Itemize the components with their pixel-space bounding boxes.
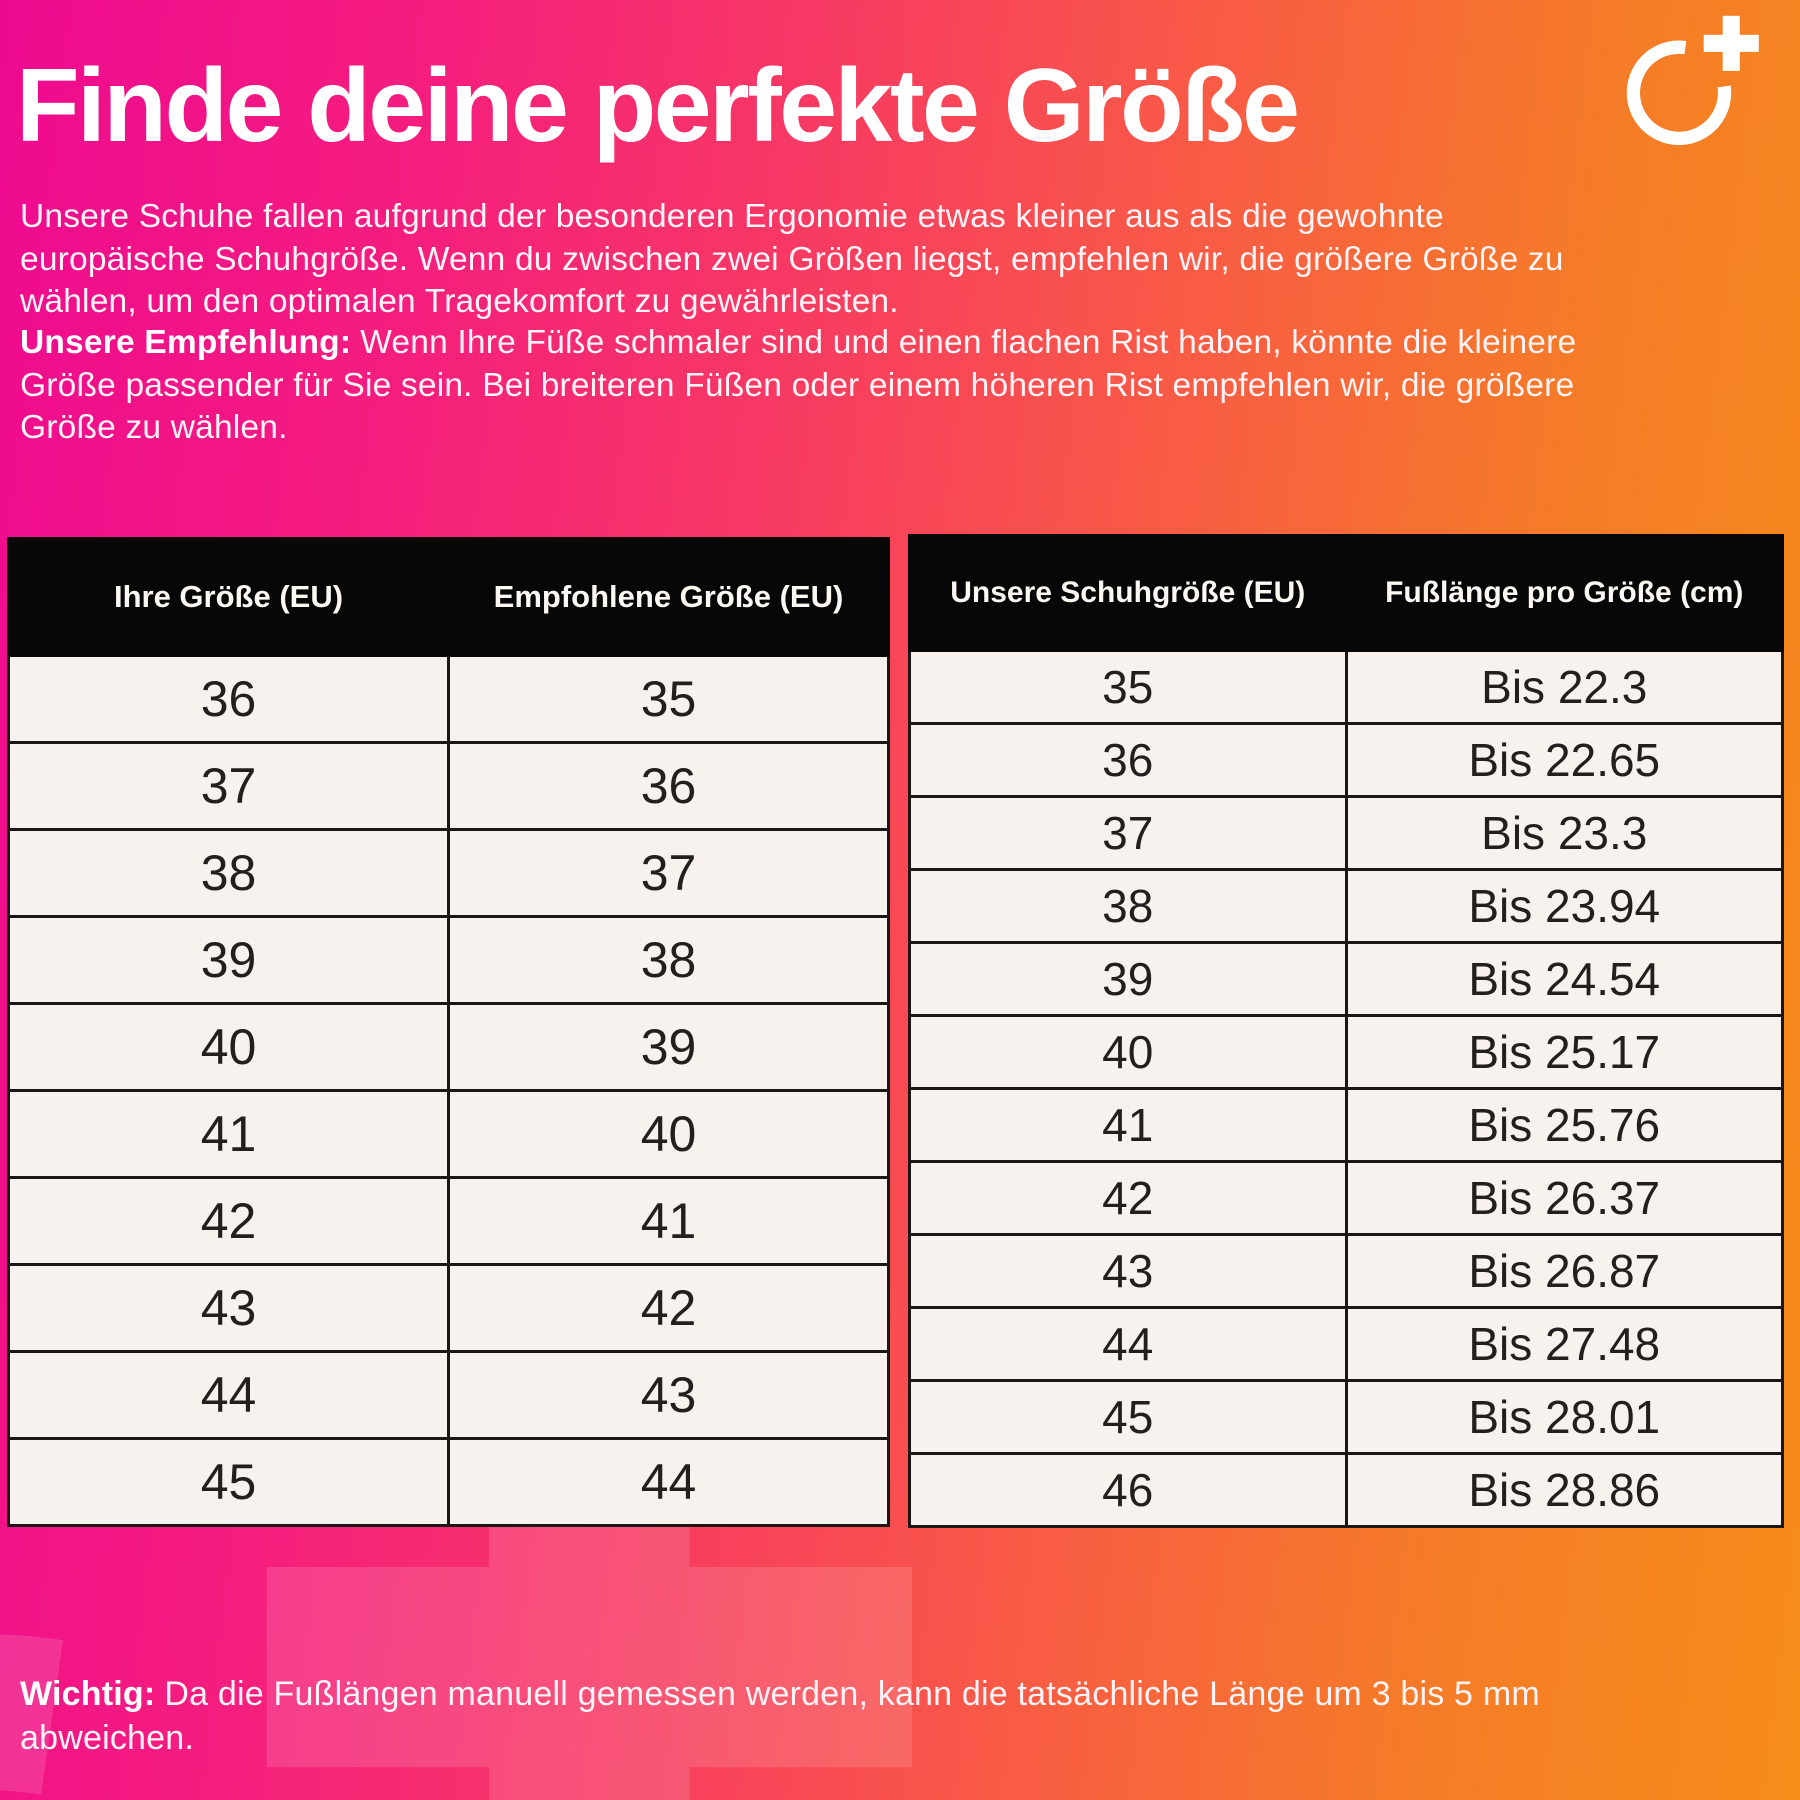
table-cell: 36 (908, 722, 1348, 798)
table-cell: 38 (447, 915, 890, 1005)
table-row: 40 Bis 25.17 (908, 1014, 1784, 1090)
table-cell: 40 (908, 1014, 1348, 1090)
table-row: 41 Bis 25.76 (908, 1087, 1784, 1163)
recommendation-text: Unsere Empfehlung: Wenn Ihre Füße schmale… (20, 322, 1582, 450)
table-cell: Bis 24.54 (1344, 941, 1784, 1017)
table-cell: 35 (908, 649, 1348, 725)
circle-plus-logo-icon (1626, 15, 1759, 146)
table-row: 37 36 (7, 741, 890, 831)
table-cell: Bis 25.76 (1344, 1087, 1784, 1163)
table-row: 42 Bis 26.37 (908, 1160, 1784, 1236)
recommendation-body: Wenn Ihre Füße schmaler sind und einen f… (20, 324, 1577, 447)
table-row: 38 37 (7, 828, 890, 918)
table-cell: 36 (7, 654, 450, 744)
table-cell: 39 (908, 941, 1348, 1017)
table-cell: Bis 28.01 (1344, 1379, 1784, 1455)
table-cell: 41 (447, 1176, 890, 1266)
table-cell: 41 (7, 1089, 450, 1179)
table-cell: 42 (447, 1263, 890, 1353)
column-header-shoe-size: Unsere Schuhgröße (EU) (908, 534, 1348, 652)
table-cell: Bis 25.17 (1344, 1014, 1784, 1090)
table-row: 41 40 (7, 1089, 890, 1179)
table-row: 46 Bis 28.86 (908, 1452, 1784, 1528)
table-row: 39 Bis 24.54 (908, 941, 1784, 1017)
table-cell: 45 (7, 1437, 450, 1527)
table-cell: Bis 23.94 (1344, 868, 1784, 944)
footnote-body: Da die Fußlängen manuell gemessen werden… (20, 1675, 1540, 1758)
table-cell: Bis 26.37 (1344, 1160, 1784, 1236)
table-row: 35 Bis 22.3 (908, 649, 1784, 725)
recommendation-label: Unsere Empfehlung: (20, 324, 352, 361)
table-cell: Bis 22.65 (1344, 722, 1784, 798)
table-row: 37 Bis 23.3 (908, 795, 1784, 871)
table-row: 45 Bis 28.01 (908, 1379, 1784, 1455)
table-row: 45 44 (7, 1437, 890, 1527)
table-cell: 40 (7, 1002, 450, 1092)
table-cell: 46 (908, 1452, 1348, 1528)
table-cell: 45 (908, 1379, 1348, 1455)
table-cell: 36 (447, 741, 890, 831)
table-cell: 37 (447, 828, 890, 918)
table-cell: Bis 28.86 (1344, 1452, 1784, 1528)
footnote-text: Wichtig: Da die Fußlängen manuell gemesse… (20, 1672, 1610, 1760)
table-header-row: Unsere Schuhgröße (EU) Fußlänge pro Größ… (908, 534, 1784, 652)
table-cell: 39 (7, 915, 450, 1005)
table-cell: 42 (7, 1176, 450, 1266)
table-row: 44 Bis 27.48 (908, 1306, 1784, 1382)
table-cell: Bis 22.3 (1344, 649, 1784, 725)
table-cell: 43 (447, 1350, 890, 1440)
table-cell: 43 (908, 1233, 1348, 1309)
table-cell: 38 (7, 828, 450, 918)
table-row: 36 Bis 22.65 (908, 722, 1784, 798)
table-row: 43 Bis 26.87 (908, 1233, 1784, 1309)
table-cell: 37 (7, 741, 450, 831)
table-cell: 35 (447, 654, 890, 744)
table-row: 36 35 (7, 654, 890, 744)
table-header-row: Ihre Größe (EU) Empfohlene Größe (EU) (7, 537, 890, 657)
table-row: 44 43 (7, 1350, 890, 1440)
table-row: 39 38 (7, 915, 890, 1005)
table-cell: 44 (908, 1306, 1348, 1382)
table-cell: 43 (7, 1263, 450, 1353)
page-title: Finde deine perfekte Größe (16, 48, 1300, 164)
size-conversion-table: Ihre Größe (EU) Empfohlene Größe (EU) 36… (7, 537, 890, 1527)
foot-length-table: Unsere Schuhgröße (EU) Fußlänge pro Größ… (908, 534, 1784, 1528)
column-header-your-size: Ihre Größe (EU) (7, 537, 450, 657)
table-cell: Bis 26.87 (1344, 1233, 1784, 1309)
table-cell: 40 (447, 1089, 890, 1179)
footnote-label: Wichtig: (20, 1675, 156, 1713)
intro-text: Unsere Schuhe fallen aufgrund der besond… (20, 198, 1564, 321)
column-header-foot-length: Fußlänge pro Größe (cm) (1344, 534, 1784, 652)
table-cell: Bis 27.48 (1344, 1306, 1784, 1382)
table-row: 43 42 (7, 1263, 890, 1353)
table-cell: 44 (7, 1350, 450, 1440)
table-cell: 41 (908, 1087, 1348, 1163)
table-row: 38 Bis 23.94 (908, 868, 1784, 944)
table-cell: Bis 23.3 (1344, 795, 1784, 871)
table-cell: 44 (447, 1437, 890, 1527)
table-cell: 37 (908, 795, 1348, 871)
column-header-recommended-size: Empfohlene Größe (EU) (447, 537, 890, 657)
table-cell: 39 (447, 1002, 890, 1092)
table-cell: 38 (908, 868, 1348, 944)
table-cell: 42 (908, 1160, 1348, 1236)
table-row: 42 41 (7, 1176, 890, 1266)
table-row: 40 39 (7, 1002, 890, 1092)
